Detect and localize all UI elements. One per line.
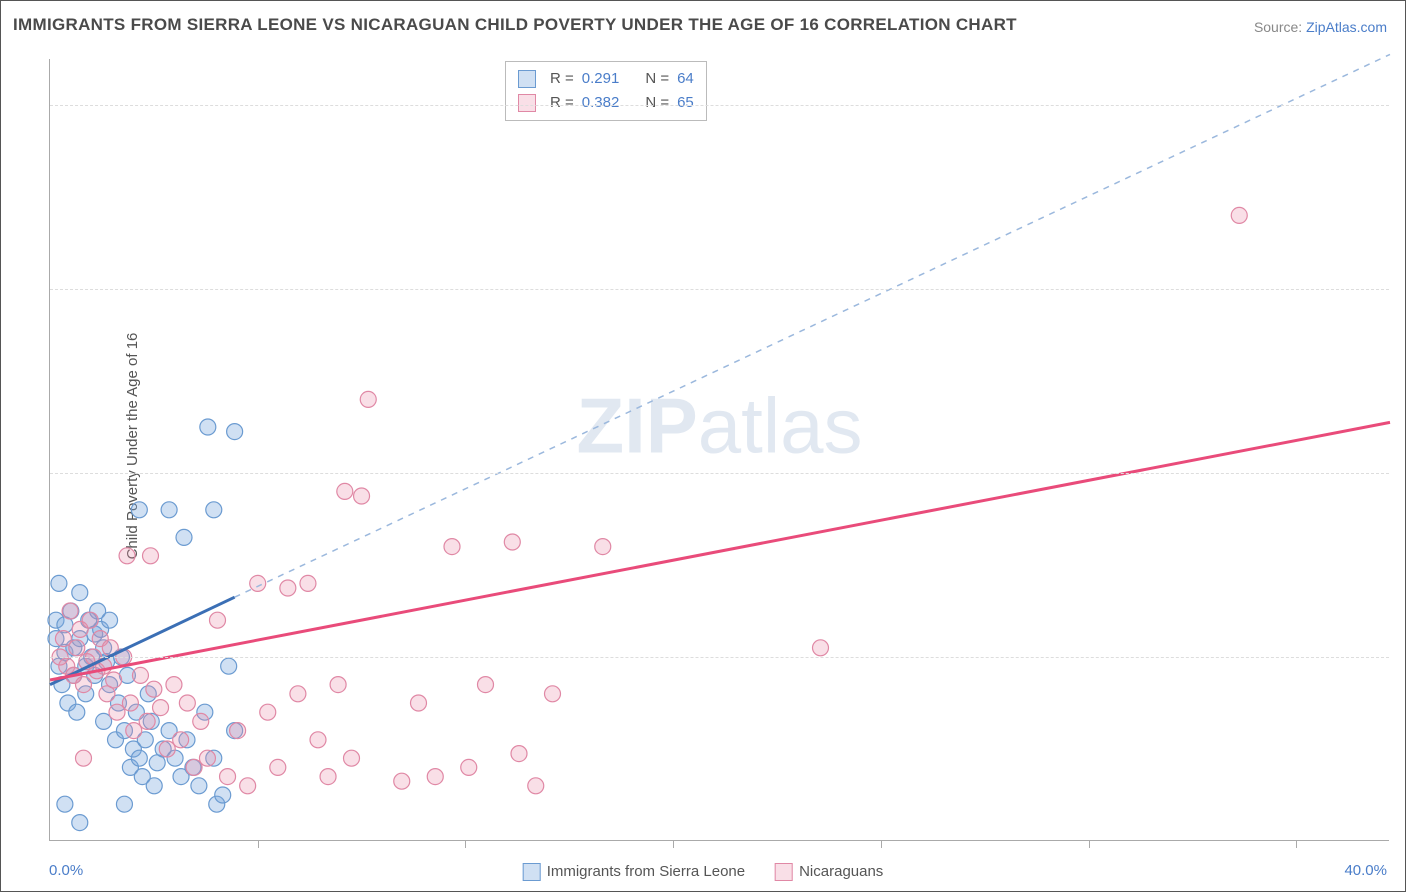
trendline-blue-extrapolated: [235, 54, 1390, 597]
scatter-point-pink: [427, 769, 443, 785]
scatter-point-pink: [444, 539, 460, 555]
scatter-point-pink: [132, 667, 148, 683]
gridline: [50, 289, 1389, 290]
scatter-point-pink: [199, 750, 215, 766]
source-link[interactable]: ZipAtlas.com: [1306, 19, 1387, 35]
scatter-point-blue: [57, 796, 73, 812]
scatter-point-pink: [153, 700, 169, 716]
scatter-point-pink: [320, 769, 336, 785]
scatter-point-blue: [221, 658, 237, 674]
x-axis-min-label: 0.0%: [49, 862, 83, 879]
chart-container: IMMIGRANTS FROM SIERRA LEONE VS NICARAGU…: [0, 0, 1406, 892]
scatter-point-blue: [72, 815, 88, 831]
legend-item: Nicaraguans: [775, 863, 883, 881]
x-axis-max-label: 40.0%: [1344, 862, 1387, 879]
scatter-point-blue: [206, 502, 222, 518]
scatter-point-pink: [1231, 207, 1247, 223]
scatter-point-pink: [82, 612, 98, 628]
x-tick: [258, 840, 259, 848]
scatter-point-pink: [146, 681, 162, 697]
x-tick: [465, 840, 466, 848]
scatter-point-pink: [76, 750, 92, 766]
scatter-point-pink: [143, 548, 159, 564]
legend-swatch: [523, 863, 541, 881]
scatter-point-blue: [69, 704, 85, 720]
scatter-point-blue: [102, 612, 118, 628]
scatter-point-pink: [173, 732, 189, 748]
scatter-point-pink: [344, 750, 360, 766]
stats-legend-row: R =0.291N =64: [518, 67, 694, 91]
scatter-point-pink: [240, 778, 256, 794]
scatter-point-pink: [69, 640, 85, 656]
scatter-point-blue: [131, 502, 147, 518]
scatter-point-blue: [191, 778, 207, 794]
scatter-point-pink: [193, 713, 209, 729]
scatter-point-pink: [220, 769, 236, 785]
series-legend: Immigrants from Sierra Leone Nicaraguans: [523, 863, 884, 881]
scatter-point-blue: [227, 424, 243, 440]
scatter-point-pink: [394, 773, 410, 789]
x-tick: [1296, 840, 1297, 848]
stats-legend: R =0.291N =64R =0.382N =65: [505, 61, 707, 121]
scatter-point-pink: [330, 677, 346, 693]
gridline: [50, 473, 1389, 474]
scatter-point-blue: [200, 419, 216, 435]
trendline-pink: [50, 422, 1390, 680]
scatter-point-pink: [545, 686, 561, 702]
scatter-point-blue: [146, 778, 162, 794]
scatter-point-pink: [354, 488, 370, 504]
scatter-point-pink: [230, 723, 246, 739]
scatter-point-blue: [176, 529, 192, 545]
scatter-point-blue: [116, 796, 132, 812]
scatter-point-pink: [166, 677, 182, 693]
scatter-point-pink: [528, 778, 544, 794]
x-tick: [881, 840, 882, 848]
scatter-point-pink: [310, 732, 326, 748]
scatter-point-blue: [72, 585, 88, 601]
stats-legend-row: R =0.382N =65: [518, 91, 694, 115]
scatter-point-pink: [300, 575, 316, 591]
legend-swatch: [775, 863, 793, 881]
scatter-point-pink: [595, 539, 611, 555]
scatter-point-pink: [106, 672, 122, 688]
scatter-point-pink: [210, 612, 226, 628]
scatter-point-pink: [411, 695, 427, 711]
scatter-point-pink: [360, 391, 376, 407]
plot-svg: [50, 59, 1389, 840]
scatter-point-pink: [504, 534, 520, 550]
x-tick: [1089, 840, 1090, 848]
scatter-point-pink: [280, 580, 296, 596]
plot-area: ZIPatlas R =0.291N =64R =0.382N =65 20.0…: [49, 59, 1389, 841]
chart-title: IMMIGRANTS FROM SIERRA LEONE VS NICARAGU…: [13, 15, 1017, 35]
scatter-point-pink: [478, 677, 494, 693]
scatter-point-pink: [461, 759, 477, 775]
scatter-point-pink: [179, 695, 195, 711]
scatter-point-pink: [119, 548, 135, 564]
legend-swatch: [518, 94, 536, 112]
scatter-point-pink: [337, 483, 353, 499]
source-credit: Source: ZipAtlas.com: [1254, 19, 1387, 35]
x-tick: [673, 840, 674, 848]
legend-item: Immigrants from Sierra Leone: [523, 863, 745, 881]
scatter-point-pink: [122, 695, 138, 711]
gridline: [50, 105, 1389, 106]
scatter-point-pink: [270, 759, 286, 775]
scatter-point-blue: [51, 575, 67, 591]
scatter-point-pink: [139, 713, 155, 729]
scatter-point-pink: [76, 677, 92, 693]
scatter-point-blue: [131, 750, 147, 766]
scatter-point-pink: [290, 686, 306, 702]
scatter-point-pink: [813, 640, 829, 656]
gridline: [50, 657, 1389, 658]
scatter-point-blue: [215, 787, 231, 803]
scatter-point-pink: [250, 575, 266, 591]
scatter-point-blue: [161, 502, 177, 518]
scatter-point-pink: [260, 704, 276, 720]
scatter-point-pink: [62, 603, 78, 619]
scatter-point-pink: [511, 746, 527, 762]
legend-swatch: [518, 70, 536, 88]
